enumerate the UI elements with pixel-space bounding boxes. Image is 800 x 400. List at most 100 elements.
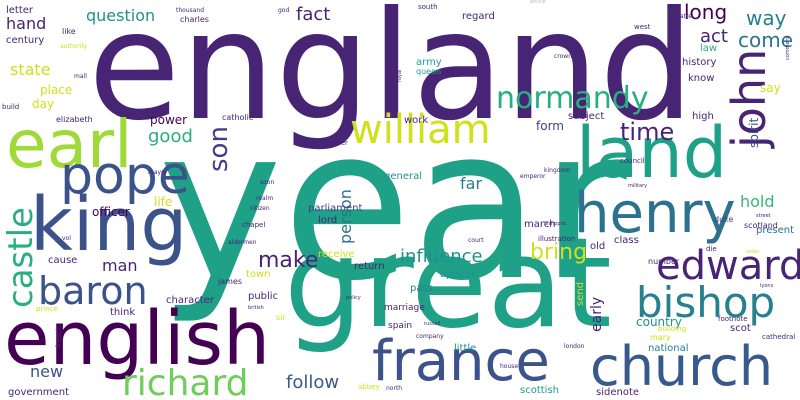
word-court: court xyxy=(468,237,484,244)
word-question: question xyxy=(86,6,156,25)
word-long: long xyxy=(684,0,728,24)
word-year: year xyxy=(158,82,627,327)
word-north: north xyxy=(386,385,403,392)
word-military: military xyxy=(628,183,648,189)
word-order: order xyxy=(746,249,760,255)
word-commons: commons xyxy=(785,35,791,60)
word-century: century xyxy=(6,35,45,46)
word-mayor: mayor xyxy=(148,169,168,176)
word-west: west xyxy=(634,23,651,31)
word-character: character xyxy=(166,295,214,306)
word-henry: henry xyxy=(574,181,736,246)
word-charles: charles xyxy=(180,15,209,24)
word-hand: hand xyxy=(6,14,47,33)
word-mall: mall xyxy=(74,73,87,80)
word-letter: letter xyxy=(6,5,34,16)
word-cathedral: cathedral xyxy=(762,333,796,341)
word-regard: regard xyxy=(462,11,495,22)
word-pass: pass xyxy=(410,283,433,294)
word-french: french xyxy=(55,325,63,348)
word-old: old xyxy=(590,241,606,252)
word-follow: follow xyxy=(286,372,340,393)
word-power: power xyxy=(150,113,188,127)
word-marriage: marriage xyxy=(384,303,425,313)
word-queen: queen xyxy=(416,67,442,76)
word-lord: lord xyxy=(318,215,338,226)
word-spain: spain xyxy=(388,321,413,331)
word-house: house xyxy=(500,363,519,370)
word-state: state xyxy=(10,60,51,79)
word-make: make xyxy=(258,248,319,273)
word-way: way xyxy=(746,6,787,30)
word-far: far xyxy=(460,174,483,193)
word-bring: bring xyxy=(530,240,588,265)
word-form: form xyxy=(536,119,564,133)
word-law: law xyxy=(700,43,718,54)
word-send: send xyxy=(575,281,586,306)
word-royal: royal xyxy=(397,69,403,82)
word-die: die xyxy=(706,245,717,253)
word-new: new xyxy=(30,362,64,381)
word-vol: vol xyxy=(62,235,71,242)
word-history: history xyxy=(682,57,717,68)
word-influence: influence xyxy=(400,246,483,267)
word-town: town xyxy=(246,269,271,280)
word-scottish: scottish xyxy=(520,385,559,396)
word-baron: baron xyxy=(38,269,148,313)
word-place: place xyxy=(40,83,73,97)
word-man: man xyxy=(102,256,138,275)
word-soon: soon xyxy=(260,179,275,186)
word-sidenote: sidenote xyxy=(596,387,640,398)
word-realm: realm xyxy=(256,195,274,202)
word-army: army xyxy=(416,57,442,68)
word-kingdom: kingdom xyxy=(544,167,571,174)
word-government: government xyxy=(8,387,69,398)
word-south: south xyxy=(418,3,438,11)
word-life: life xyxy=(154,195,173,209)
word-london: london xyxy=(564,343,585,350)
word-early: early xyxy=(589,296,605,332)
word-god: god xyxy=(278,7,290,14)
word-english: english xyxy=(4,296,270,382)
word-general: general xyxy=(384,171,423,182)
word-policy: policy xyxy=(346,295,361,301)
word-lyons: lyons xyxy=(760,283,774,289)
word-great: great xyxy=(284,212,612,356)
word-work: work xyxy=(404,115,429,126)
word-son: son xyxy=(204,126,234,172)
word-council: council xyxy=(620,157,645,165)
word-day: day xyxy=(32,97,55,111)
word-appear: appear xyxy=(440,269,476,280)
word-little: little xyxy=(454,343,477,354)
word-receive: receive xyxy=(318,249,355,260)
word-cause: cause xyxy=(48,255,78,266)
word-scotland: scotland xyxy=(744,221,778,230)
word-say: say xyxy=(760,81,781,95)
word-country: country xyxy=(636,315,682,329)
word-build: build xyxy=(2,103,20,111)
word-bishop: bishop xyxy=(636,278,776,327)
word-think: think xyxy=(110,307,136,318)
word-earl: earl xyxy=(6,106,133,183)
word-normandy: normandy xyxy=(496,81,649,116)
word-prince: prince xyxy=(36,305,58,313)
word-russell: russell xyxy=(424,321,441,327)
word-footnote: footnote xyxy=(718,315,748,323)
word-authority: authority xyxy=(60,43,88,50)
word-scot: scot xyxy=(730,323,751,334)
word-aldermen: aldermen xyxy=(228,239,257,246)
word-company: company xyxy=(416,333,444,340)
word-crown: crown xyxy=(554,53,573,60)
word-catholic: catholic xyxy=(222,113,254,122)
word-castle: castle xyxy=(1,207,41,308)
word-chapel: chapel xyxy=(242,221,266,229)
word-pope: pope xyxy=(60,146,190,206)
word-parliament: parliament xyxy=(308,203,363,214)
word-france: france xyxy=(372,329,550,394)
word-good: good xyxy=(148,126,193,147)
word-subject: subject xyxy=(568,111,605,122)
word-mary: mary xyxy=(650,333,671,342)
word-come: come xyxy=(738,28,794,52)
word-william: william xyxy=(350,107,491,153)
